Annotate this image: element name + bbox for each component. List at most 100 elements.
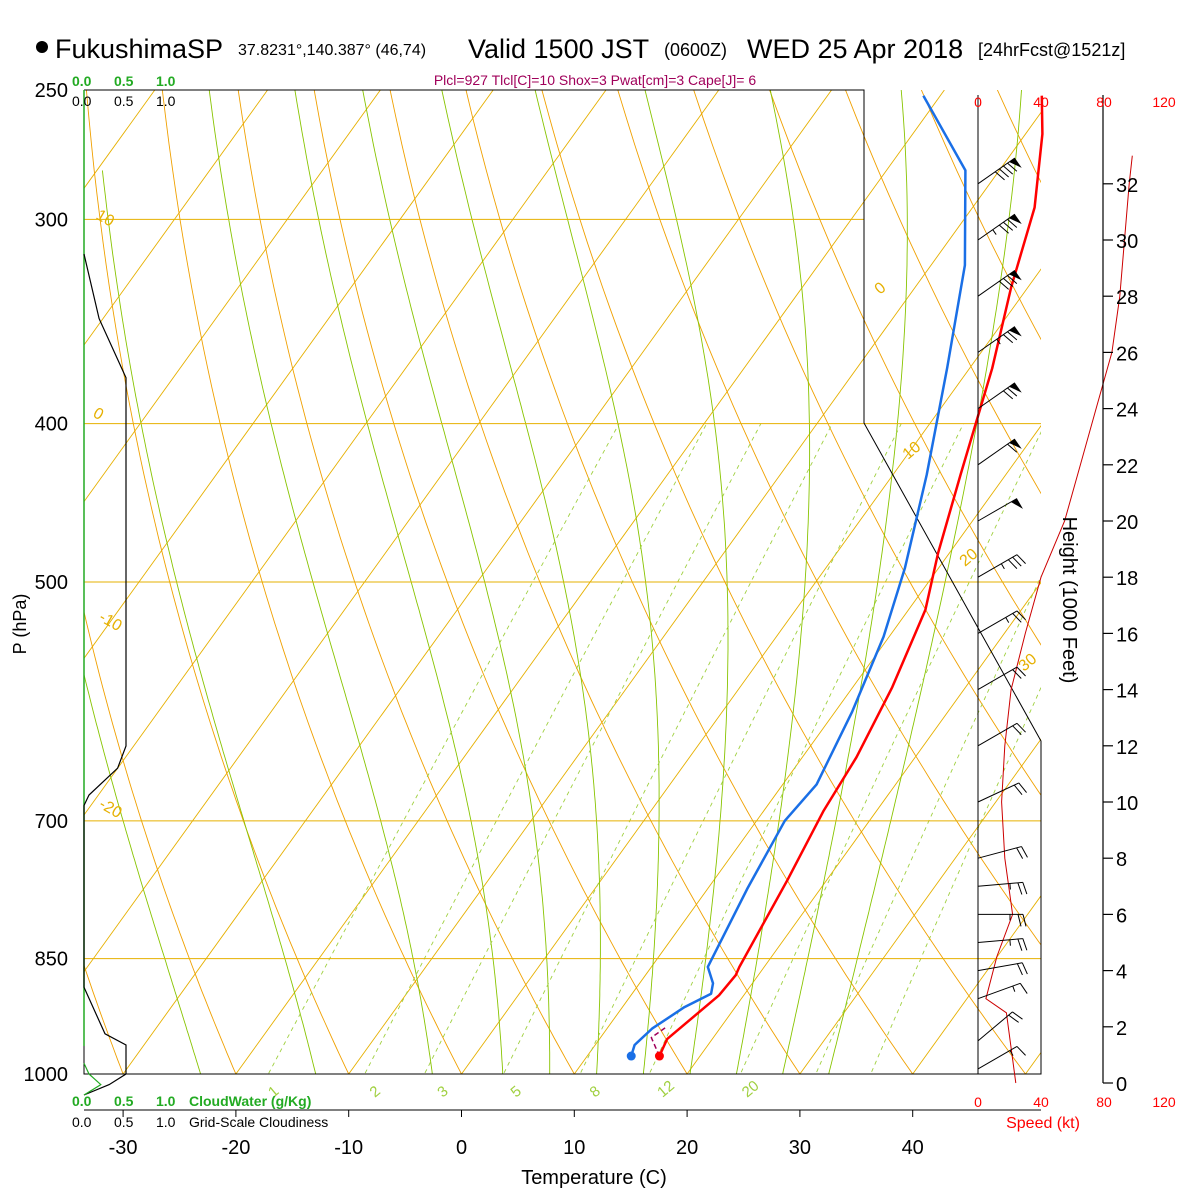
isotherm-line	[84, 90, 268, 346]
wind-barb-feather	[1021, 962, 1028, 975]
wind-barb	[977, 610, 1026, 634]
wind-barb-staff	[977, 213, 1016, 241]
temperature-tick-label: 0	[456, 1137, 467, 1159]
speed-top-120: 120	[1152, 94, 1176, 110]
wind-barb	[977, 554, 1026, 578]
wind-barb-staff	[977, 982, 1021, 1000]
wind-barb-feather	[1016, 847, 1024, 859]
temperature-tick-label: 20	[676, 1137, 698, 1159]
mixing-ratio-label: 2	[367, 1083, 384, 1101]
dry-adiabat-label: -20	[96, 796, 125, 822]
dry-adiabat-label: 10	[900, 439, 925, 464]
cloudwater-top-scale-2: 1.0	[156, 73, 176, 89]
speed-bottom-40: 40	[1033, 1094, 1049, 1110]
wind-barb-feather	[1003, 390, 1014, 400]
wind-barb-staff	[977, 498, 1018, 522]
height-tick-label: 18	[1116, 568, 1138, 590]
wind-barb-feather	[1012, 725, 1022, 736]
wind-barb-staff	[977, 438, 1016, 466]
wind-barb	[977, 938, 1028, 951]
wind-barb-feather	[994, 171, 1005, 181]
pressure-tick-label: 500	[35, 572, 68, 594]
temperature-tick-label: 10	[563, 1137, 585, 1159]
wind-barb-feather	[1016, 1046, 1026, 1056]
mixing-ratio-label: 20	[739, 1077, 763, 1101]
wind-barb-feather	[1016, 666, 1026, 677]
moist-adiabat-line	[644, 90, 729, 1074]
wind-barb-feather	[1003, 165, 1014, 175]
dry-adiabat-line	[845, 90, 1041, 495]
wind-barb-feather	[1007, 275, 1018, 285]
wind-barb-staff	[977, 962, 1023, 972]
moist-adiabat-line	[441, 90, 601, 1074]
speed-bottom-0: 0	[974, 1094, 982, 1110]
temperature-tick-label: 30	[789, 1137, 811, 1159]
dry-adiabat-line	[769, 90, 1041, 646]
surface-dewpoint-point	[626, 1051, 636, 1061]
sounding-profiles	[626, 95, 1044, 1061]
wind-barb-pennant	[1009, 326, 1022, 337]
mixing-ratio-label: 8	[587, 1083, 604, 1101]
mixing-ratio-line	[502, 423, 833, 1074]
wind-barb	[977, 1046, 1026, 1070]
wind-barb-feather	[1017, 882, 1023, 895]
wind-barb-feather	[1012, 556, 1022, 567]
dry-adiabat-label: 0	[90, 405, 106, 424]
forecast-info: [24hrFcst@1521z]	[978, 40, 1125, 60]
wind-panel	[977, 95, 1133, 1084]
cloudiness-scale-1: 0.5	[114, 1114, 134, 1130]
cloud-profiles	[83, 90, 127, 1096]
wind-barb-feather	[1019, 983, 1028, 994]
surface-temperature-point	[654, 1051, 664, 1061]
wind-barb-half-feather	[1009, 939, 1011, 946]
cloudiness-legend-label: Grid-Scale Cloudiness	[189, 1114, 328, 1130]
height-tick-label: 8	[1116, 849, 1127, 871]
height-axis-title: Height (1000 Feet)	[1058, 517, 1080, 684]
wind-barb-feather	[998, 168, 1009, 178]
wind-barb-feather	[1003, 334, 1014, 344]
pressure-tick-label: 700	[35, 811, 68, 833]
station-coords: 37.8231°,140.387° (46,74)	[238, 42, 426, 59]
mixing-ratio-line	[267, 423, 620, 1074]
isotherm-line	[799, 738, 1041, 1074]
height-tick-label: 12	[1116, 737, 1138, 759]
height-tick-label: 0	[1116, 1074, 1127, 1096]
height-tick-label: 22	[1116, 456, 1138, 478]
wind-barb	[977, 326, 1022, 353]
mixing-ratio-label: 5	[508, 1083, 525, 1101]
speed-axis-title: Speed (kt)	[1006, 1115, 1080, 1132]
wind-barb-pennant	[1009, 382, 1022, 393]
dry-adiabat-line	[84, 609, 237, 1074]
wind-barb-staff	[977, 554, 1018, 578]
wind-barb-staff	[977, 326, 1016, 353]
wind-barb-staff	[977, 846, 1022, 859]
isotherm-line	[912, 895, 1041, 1074]
moist-adiabat-line	[84, 672, 202, 1074]
mixing-ratio-label: 12	[654, 1077, 678, 1101]
temperature-profile	[658, 95, 1044, 1057]
wind-barb-feather	[1021, 846, 1028, 858]
wind-barb-feather	[1007, 218, 1018, 228]
wind-barb-feather	[1017, 914, 1022, 927]
isotherm-line	[1025, 1051, 1041, 1074]
dry-adiabat-label: 30	[1016, 651, 1041, 676]
wind-barb-staff	[977, 938, 1023, 943]
wind-barb-staff	[977, 269, 1016, 297]
wind-barb-feather	[1016, 554, 1026, 564]
wind-barb-feather	[1022, 938, 1028, 951]
moist-adiabat-line	[294, 90, 504, 1074]
dry-adiabat-line	[1135, 61, 1200, 1109]
wind-barb-feather	[1022, 914, 1027, 927]
cloudwater-scale-0: 0.0	[72, 1093, 92, 1109]
wind-barb-half-feather	[1000, 563, 1005, 570]
wind-barb	[977, 666, 1026, 691]
height-tick-label: 10	[1116, 793, 1138, 815]
temperature-tick-label: -20	[221, 1137, 250, 1159]
height-tick-label: 32	[1116, 175, 1138, 197]
station-marker-icon	[36, 41, 48, 53]
wind-barb	[977, 438, 1022, 466]
height-tick-label: 26	[1116, 343, 1138, 365]
wind-barb-staff	[977, 1011, 1013, 1042]
moist-adiabat-line	[782, 90, 908, 1074]
wind-barb	[977, 269, 1022, 297]
